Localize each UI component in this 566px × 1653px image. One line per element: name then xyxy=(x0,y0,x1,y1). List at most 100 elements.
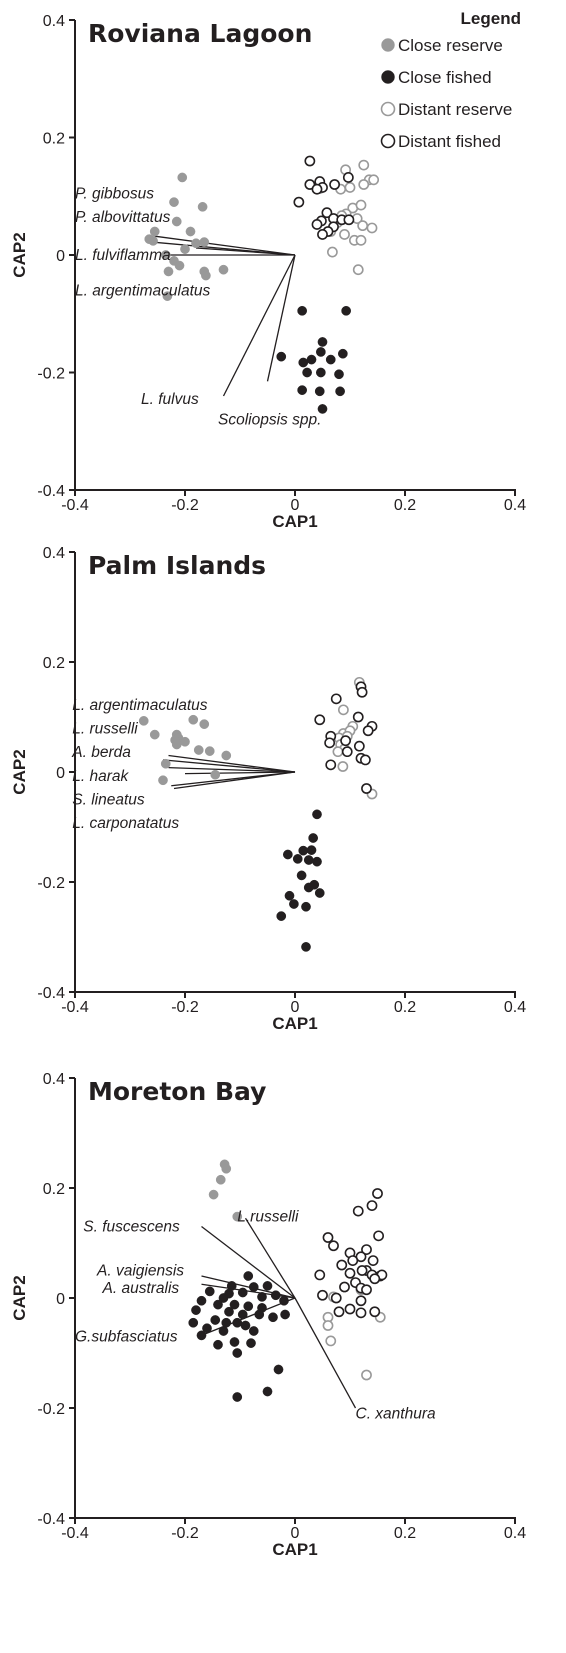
x-tick-label: 0 xyxy=(291,1525,300,1542)
point-distant-fished xyxy=(361,1284,372,1296)
x-tick-label: 0 xyxy=(291,999,300,1016)
point-distant-fished xyxy=(356,1265,368,1276)
point-close-fished xyxy=(229,1299,240,1310)
y-tick-label: 0.2 xyxy=(43,655,65,672)
point-close-reserve xyxy=(171,216,182,227)
point-close-fished xyxy=(301,942,311,952)
point-close-fished xyxy=(270,1290,281,1301)
point-distant-fished xyxy=(362,725,374,737)
point-close-fished xyxy=(314,386,325,397)
x-tick-label: -0.2 xyxy=(171,497,199,514)
x-tick-label: 0.2 xyxy=(394,999,416,1016)
point-close-reserve xyxy=(193,745,204,755)
panel-roviana-lagoon: 0.4 0.2 0 -0.2 -0.4-0.4 -0.2 0 0.2 0.4 CAP1 CAP2 Ro… xyxy=(10,13,526,531)
point-distant-fished xyxy=(355,1307,367,1319)
point-distant-reserve xyxy=(355,199,367,211)
point-distant-fished xyxy=(352,711,364,723)
point-close-fished xyxy=(224,1306,234,1317)
x-tick-label: -0.2 xyxy=(171,999,199,1016)
point-close-reserve xyxy=(138,716,149,726)
point-close-fished xyxy=(213,1339,223,1350)
point-close-reserve xyxy=(232,1211,243,1222)
point-close-reserve xyxy=(199,719,210,730)
point-close-reserve xyxy=(160,758,171,769)
vector-label-l-fulviflamma: L. fulviflamma xyxy=(75,247,171,264)
point-close-fished xyxy=(312,856,322,867)
point-close-reserve xyxy=(149,226,160,237)
vector-label-l-russelli: L.russelli xyxy=(237,1209,299,1226)
vector-l-carponatatus xyxy=(171,771,296,787)
point-distant-fished xyxy=(344,1267,356,1279)
point-distant-reserve xyxy=(344,182,356,193)
x-axis-label: CAP1 xyxy=(272,512,317,531)
panel-title: Moreton Bay xyxy=(88,1077,266,1106)
point-close-reserve xyxy=(204,746,215,756)
point-distant-fished xyxy=(353,740,365,752)
point-distant-fished xyxy=(329,179,340,190)
point-close-reserve xyxy=(191,238,201,249)
point-close-reserve xyxy=(163,266,174,277)
point-close-fished xyxy=(317,337,328,347)
point-close-fished xyxy=(246,1338,256,1348)
panel-moreton-bay: 0.4 0.2 0 -0.2 -0.4-0.4 -0.2 0 0.2 0.4 CAP1 CAP2 Mo… xyxy=(10,1071,526,1559)
point-close-fished xyxy=(237,1309,248,1320)
point-close-fished xyxy=(218,1293,229,1303)
point-close-fished xyxy=(341,305,351,316)
x-tick-label: 0.2 xyxy=(394,497,416,514)
vector-l-fulvus xyxy=(222,254,296,397)
point-close-fished xyxy=(316,367,326,378)
point-close-fished xyxy=(243,1301,254,1312)
y-tick-label: -0.4 xyxy=(37,985,65,1002)
point-distant-fished xyxy=(366,1200,378,1211)
x-axis-label: CAP1 xyxy=(272,1014,317,1033)
x-axis-label: CAP1 xyxy=(272,1540,317,1559)
point-distant-fished xyxy=(325,759,337,771)
point-distant-fished xyxy=(321,207,333,219)
vector-label-l-harak: L. harak xyxy=(72,768,129,785)
point-close-fished xyxy=(335,386,345,397)
legend-marker-distant-fished xyxy=(380,133,396,149)
point-close-fished xyxy=(317,404,328,414)
point-distant-fished xyxy=(343,214,355,226)
point-distant-fished xyxy=(304,155,316,167)
point-distant-fished xyxy=(356,686,368,698)
point-distant-fished xyxy=(369,1306,381,1318)
point-distant-fished xyxy=(361,1244,372,1255)
point-distant-reserve xyxy=(326,246,338,258)
point-close-fished xyxy=(312,809,322,820)
vector-label-l-carponatatus: L. carponatatus xyxy=(72,815,179,832)
point-distant-fished xyxy=(355,1295,367,1307)
point-distant-fished xyxy=(330,1292,342,1304)
legend-marker-close-fished xyxy=(381,70,395,84)
point-distant-reserve xyxy=(337,761,349,772)
point-distant-fished xyxy=(333,1306,345,1318)
point-close-fished xyxy=(248,1282,259,1292)
vector-l-russelli xyxy=(162,759,296,773)
vector-l-russelli xyxy=(244,1217,296,1299)
vector-label-l-argentimaculatus: L. argentimaculatus xyxy=(72,697,208,714)
y-tick-label: -0.2 xyxy=(37,366,65,383)
point-close-fished xyxy=(325,354,336,365)
point-close-fished xyxy=(316,347,326,357)
point-close-fished xyxy=(296,870,307,881)
point-distant-fished xyxy=(314,714,326,726)
point-close-fished xyxy=(302,367,312,378)
point-close-reserve xyxy=(149,729,160,740)
vector-l-harak xyxy=(184,771,296,775)
legend-item-close-fished: Close fished xyxy=(398,68,492,87)
point-distant-fished xyxy=(330,693,342,705)
point-distant-reserve xyxy=(368,174,380,186)
point-close-fished xyxy=(196,1295,207,1306)
point-distant-reserve xyxy=(357,220,369,232)
point-distant-reserve xyxy=(339,229,350,240)
x-tick-label: 0.4 xyxy=(504,999,526,1016)
point-close-fished xyxy=(306,354,317,365)
vector-p-gibbosus xyxy=(154,235,296,256)
panel-palm-islands: 0.4 0.2 0 -0.2 -0.4-0.4 -0.2 0 0.2 0.4 CAP1 CAP2 Pa… xyxy=(10,545,526,1033)
point-close-reserve xyxy=(177,172,188,183)
vector-g-subfasciatus xyxy=(201,1297,296,1337)
vector-c-xanthura xyxy=(294,1297,357,1409)
point-close-fished xyxy=(306,845,317,855)
point-close-reserve xyxy=(180,244,190,254)
point-close-fished xyxy=(314,888,325,898)
